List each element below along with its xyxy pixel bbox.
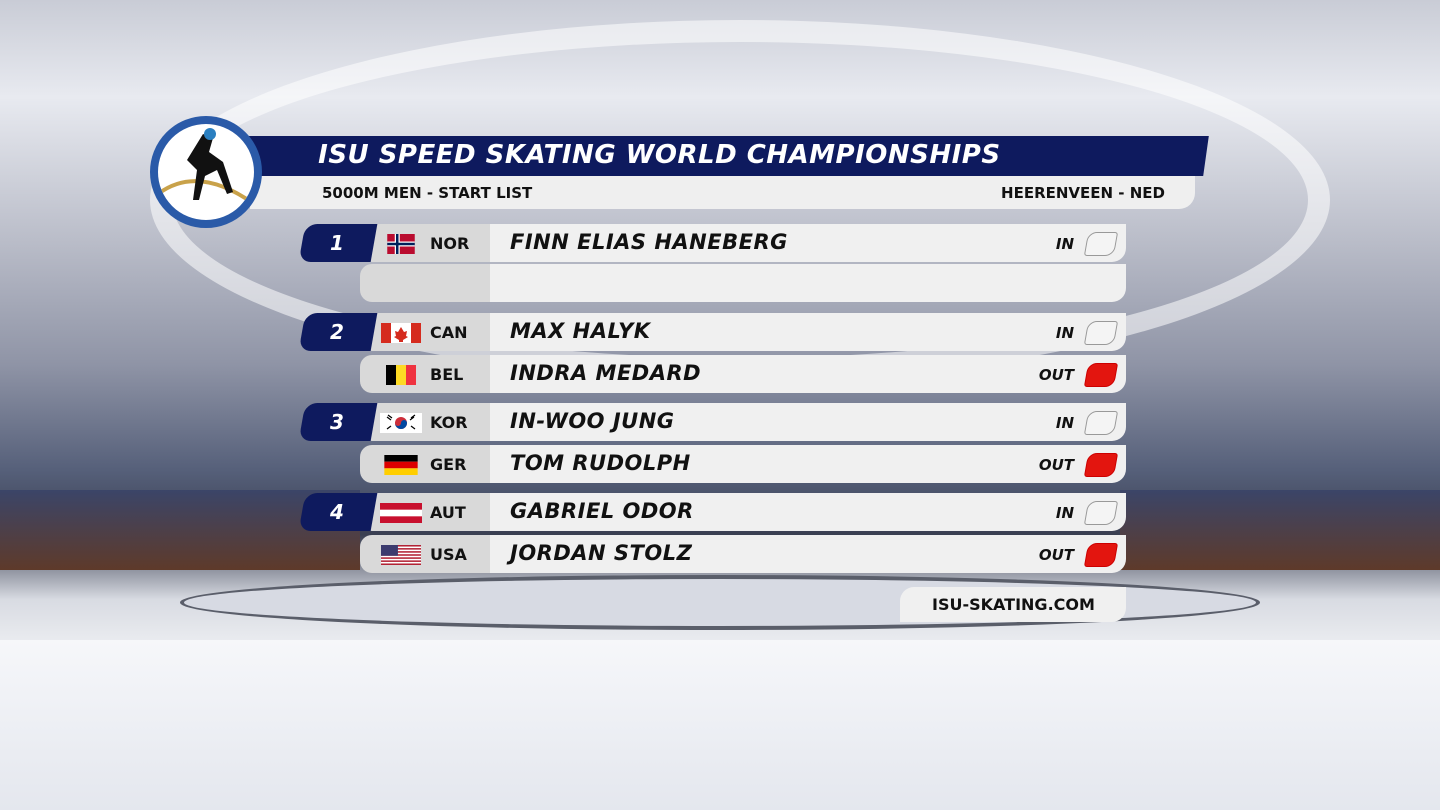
norway-flag <box>380 234 422 254</box>
pair-number: 3 <box>330 410 344 434</box>
country-cell: NOR <box>360 224 492 262</box>
skater-row: BEL INDRA MEDARD OUT <box>302 355 1126 393</box>
belgium-flag <box>380 365 422 385</box>
lane-color-indicator <box>1083 232 1119 256</box>
country-code: NOR <box>430 234 470 253</box>
title-bar: ISU SPEED SKATING WORLD CHAMPIONSHIPS <box>237 136 1209 176</box>
skater-name: INDRA MEDARD <box>510 361 702 385</box>
lane-label: OUT <box>1038 546 1074 564</box>
name-cell: IN-WOO JUNG IN <box>490 403 1126 441</box>
country-cell <box>360 264 492 302</box>
name-cell: TOM RUDOLPH OUT <box>490 445 1126 483</box>
korea-flag <box>380 413 422 433</box>
skater-row: GER TOM RUDOLPH OUT <box>302 445 1126 483</box>
skater-row: CAN 2 MAX HALYK IN <box>298 313 1126 351</box>
country-code: USA <box>430 545 467 564</box>
country-cell: USA <box>360 535 492 573</box>
country-code: AUT <box>430 503 466 522</box>
pair-number-badge: 3 <box>298 403 378 441</box>
country-cell: GER <box>360 445 492 483</box>
name-cell: MAX HALYK IN <box>490 313 1126 351</box>
country-code: BEL <box>430 365 464 384</box>
lane-color-indicator <box>1083 321 1119 345</box>
name-cell: FINN ELIAS HANEBERG IN <box>490 224 1126 262</box>
lane-color-indicator <box>1083 543 1119 567</box>
name-cell: INDRA MEDARD OUT <box>490 355 1126 393</box>
country-cell: AUT <box>360 493 492 531</box>
name-cell <box>490 264 1126 302</box>
event-name: 5000M MEN - START LIST <box>322 184 533 202</box>
lane-label: OUT <box>1038 456 1074 474</box>
lane-color-indicator <box>1083 501 1119 525</box>
austria-flag <box>380 503 422 523</box>
skater-name: FINN ELIAS HANEBERG <box>510 230 788 254</box>
country-code: GER <box>430 455 467 474</box>
skater-name: MAX HALYK <box>510 319 651 343</box>
lane-color-indicator <box>1083 453 1119 477</box>
skater-row: NOR 1 FINN ELIAS HANEBERG IN <box>298 224 1126 262</box>
pair-number-badge: 4 <box>298 493 378 531</box>
website-badge: ISU-SKATING.COM <box>900 587 1126 622</box>
lane-color-indicator <box>1083 363 1119 387</box>
skater-row: USA JORDAN STOLZ OUT <box>302 535 1126 573</box>
lane-label: IN <box>1055 414 1074 432</box>
country-cell: CAN <box>360 313 492 351</box>
subtitle-bar: 5000M MEN - START LIST HEERENVEEN - NED <box>250 176 1195 209</box>
crowd-right <box>1120 490 1440 570</box>
usa-flag <box>380 545 422 565</box>
skater-row: KOR 3 IN-WOO JUNG IN <box>298 403 1126 441</box>
country-cell: KOR <box>360 403 492 441</box>
country-cell: BEL <box>360 355 492 393</box>
pair-number: 2 <box>330 320 344 344</box>
lane-label: OUT <box>1038 366 1074 384</box>
lane-label: IN <box>1055 235 1074 253</box>
lane-label: IN <box>1055 324 1074 342</box>
pair-number: 4 <box>330 500 344 524</box>
name-cell: GABRIEL ODOR IN <box>490 493 1126 531</box>
empty-row <box>302 264 1126 302</box>
isu-logo <box>150 116 262 228</box>
skater-name: JORDAN STOLZ <box>510 541 693 565</box>
country-code: KOR <box>430 413 468 432</box>
country-code: CAN <box>430 323 468 342</box>
venue: HEERENVEEN - NED <box>1001 184 1165 202</box>
skater-name: IN-WOO JUNG <box>510 409 675 433</box>
lane-color-indicator <box>1083 411 1119 435</box>
crowd-left <box>0 490 360 570</box>
ice-surface <box>0 640 1440 810</box>
name-cell: JORDAN STOLZ OUT <box>490 535 1126 573</box>
skater-row: AUT 4 GABRIEL ODOR IN <box>298 493 1126 531</box>
skater-name: TOM RUDOLPH <box>510 451 691 475</box>
skater-name: GABRIEL ODOR <box>510 499 694 523</box>
website: ISU-SKATING.COM <box>932 595 1095 614</box>
canada-flag <box>380 323 422 343</box>
pair-number: 1 <box>330 231 344 255</box>
pair-number-badge: 2 <box>298 313 378 351</box>
lane-label: IN <box>1055 504 1074 522</box>
germany-flag <box>380 455 422 475</box>
title: ISU SPEED SKATING WORLD CHAMPIONSHIPS <box>318 140 1001 170</box>
pair-number-badge: 1 <box>298 224 378 262</box>
